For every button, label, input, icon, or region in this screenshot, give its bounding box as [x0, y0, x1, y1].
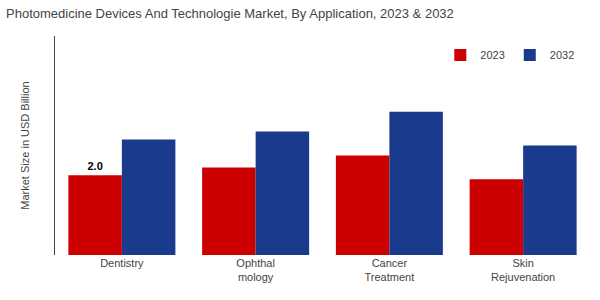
svg-text:Dentistry: Dentistry	[100, 257, 144, 269]
svg-text:CancerTreatment: CancerTreatment	[365, 257, 415, 283]
svg-text:Market Size in USD Billion: Market Size in USD Billion	[19, 81, 31, 209]
svg-text:SkinRejuvenation: SkinRejuvenation	[491, 257, 555, 283]
svg-text:2032: 2032	[550, 49, 574, 61]
svg-text:Ophthalmology: Ophthalmology	[236, 257, 275, 283]
svg-text:2023: 2023	[480, 49, 504, 61]
svg-text:2.0: 2.0	[87, 160, 102, 172]
svg-text:Photomedicine Devices And Tech: Photomedicine Devices And Technologie Ma…	[6, 6, 454, 21]
